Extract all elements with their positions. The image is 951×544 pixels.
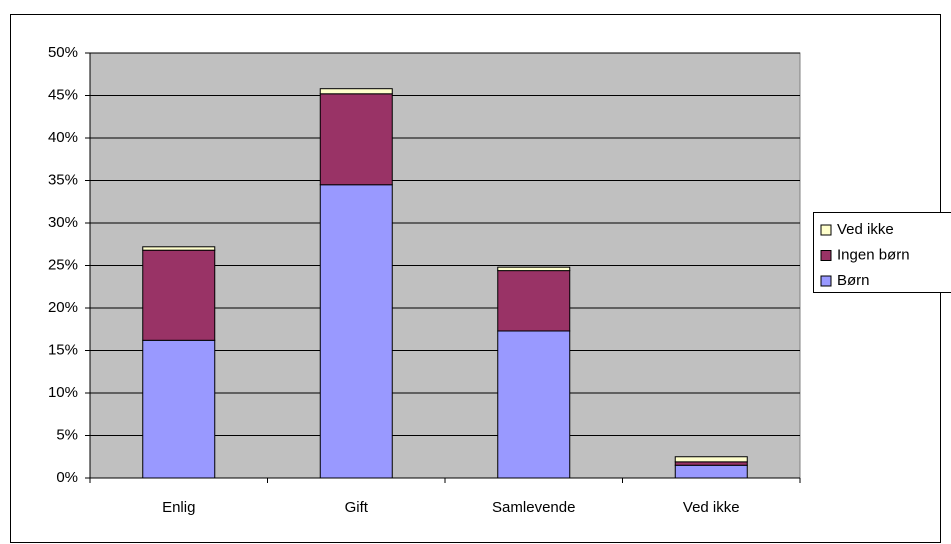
legend-label: Ved ikke [837, 221, 894, 238]
x-tick-label: Ved ikke [683, 499, 740, 516]
bar-segment [674, 456, 748, 463]
x-tick-label: Gift [345, 499, 369, 516]
y-tick-label: 35% [48, 171, 78, 188]
y-tick-label: 50% [48, 44, 78, 61]
y-tick-label: 15% [48, 341, 78, 358]
bar-segment [497, 266, 571, 272]
bar-segment [497, 270, 571, 332]
y-tick-label: 45% [48, 86, 78, 103]
y-tick-label: 20% [48, 299, 78, 316]
bar-segment [674, 464, 748, 479]
bar-segment [319, 93, 393, 186]
y-tick-label: 40% [48, 129, 78, 146]
legend-label: Børn [837, 272, 870, 289]
bar-segment [497, 330, 571, 479]
legend-swatch [820, 275, 832, 287]
bar-segment [319, 184, 393, 479]
y-tick-label: 10% [48, 384, 78, 401]
bar-segment [674, 461, 748, 466]
legend-label: Ingen børn [837, 246, 910, 263]
bar-segment [142, 339, 216, 479]
x-tick-label: Samlevende [492, 499, 575, 516]
y-tick-label: 5% [56, 426, 78, 443]
legend-swatch [820, 224, 832, 236]
bar-segment [319, 88, 393, 95]
y-tick-label: 30% [48, 214, 78, 231]
x-tick-label: Enlig [162, 499, 195, 516]
bar-segment [142, 249, 216, 341]
legend-box [813, 212, 951, 293]
bar-segment [142, 246, 216, 251]
y-tick-label: 25% [48, 256, 78, 273]
y-tick-label: 0% [56, 469, 78, 486]
legend-swatch [820, 250, 832, 261]
